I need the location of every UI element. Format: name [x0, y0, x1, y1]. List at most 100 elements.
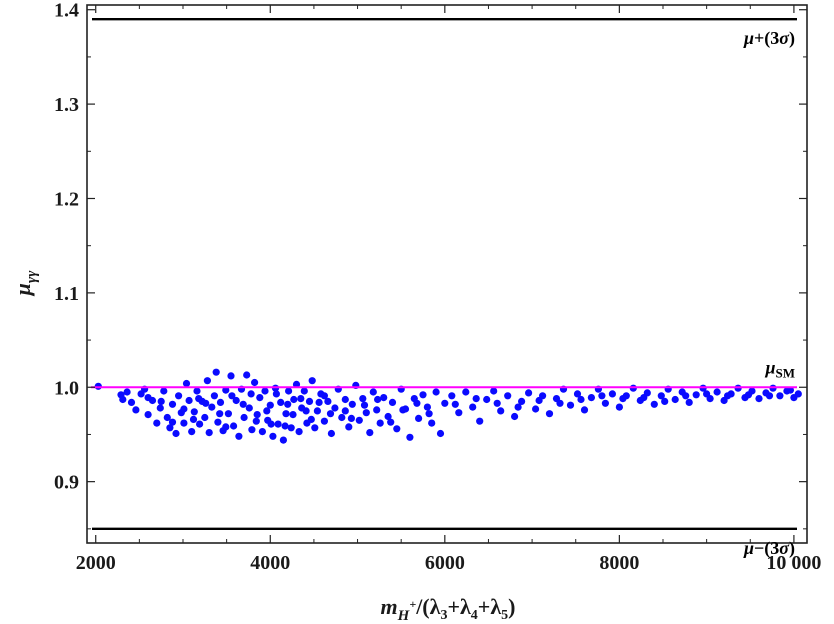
data-point-174 — [347, 414, 355, 422]
data-point-119 — [545, 410, 554, 418]
data-point-46 — [248, 426, 256, 434]
x-axis-title-l4: 4 — [471, 608, 478, 623]
data-point-112 — [497, 407, 505, 415]
data-point-175 — [360, 401, 369, 409]
data-point-152 — [776, 392, 784, 400]
data-point-75 — [327, 429, 335, 438]
data-point-83 — [355, 416, 363, 424]
data-point-23 — [190, 408, 198, 416]
data-point-47 — [251, 378, 259, 387]
data-point-143 — [713, 388, 721, 396]
data-point-33 — [214, 418, 222, 426]
data-point-16 — [172, 429, 180, 438]
data-point-96 — [406, 433, 414, 441]
data-point-8 — [144, 411, 152, 419]
data-point-15 — [168, 400, 177, 408]
data-point-168 — [289, 411, 297, 419]
data-point-100 — [423, 403, 431, 411]
data-point-191 — [661, 397, 669, 405]
reference-lines — [92, 17, 797, 531]
data-point-69 — [308, 377, 316, 385]
data-point-17 — [175, 392, 183, 400]
data-point-34 — [216, 398, 225, 406]
data-point-91 — [384, 412, 392, 421]
ref-label-upper: μ+(3σ) — [743, 28, 795, 49]
data-point-166 — [272, 390, 280, 398]
data-point-172 — [326, 410, 335, 418]
data-point-167 — [281, 422, 289, 430]
data-point-173 — [341, 407, 349, 415]
data-point-44 — [243, 371, 251, 379]
data-point-113 — [504, 392, 512, 400]
x-axis-title-close: ) — [508, 594, 515, 619]
data-point-89 — [376, 419, 384, 427]
ref-label-sm: μSM — [764, 357, 795, 380]
data-point-203 — [284, 400, 292, 408]
y-axis-title-sub: γγ — [24, 270, 40, 283]
data-point-195 — [744, 391, 753, 399]
data-point-41 — [235, 432, 243, 440]
data-point-116 — [525, 389, 533, 397]
data-point-123 — [573, 390, 582, 398]
data-point-109 — [476, 417, 484, 425]
data-point-181 — [451, 400, 459, 408]
x-tick-label-0: 2000 — [76, 552, 116, 574]
data-point-19 — [180, 419, 188, 427]
data-point-45 — [245, 404, 253, 412]
data-point-87 — [369, 388, 377, 396]
ref-label-lower-mid: −(3 — [754, 538, 779, 559]
data-point-127 — [601, 399, 610, 407]
y-axis-ticks: 0.9 1.0 1.1 1.2 1.3 1.4 — [54, 0, 807, 530]
data-point-4 — [127, 398, 136, 406]
data-point-70 — [311, 424, 319, 432]
data-point-27 — [201, 413, 209, 422]
data-point-188 — [598, 392, 606, 400]
data-point-128 — [608, 390, 617, 398]
data-point-104 — [441, 399, 449, 407]
data-point-115 — [518, 397, 526, 405]
data-point-21 — [185, 396, 193, 405]
data-point-3 — [123, 388, 131, 396]
data-point-98 — [415, 414, 423, 422]
x-axis-title-sup: + — [409, 597, 416, 611]
data-point-162 — [228, 392, 236, 400]
data-point-61 — [287, 424, 295, 432]
data-point-179 — [413, 399, 421, 407]
data-point-25 — [196, 420, 204, 428]
data-point-11 — [156, 404, 164, 412]
data-point-102 — [432, 388, 440, 396]
x-tick-label-1: 4000 — [250, 552, 290, 574]
data-point-202 — [267, 420, 275, 428]
data-point-53 — [266, 401, 274, 409]
data-point-194 — [724, 392, 732, 400]
data-point-59 — [282, 410, 290, 418]
data-point-185 — [535, 396, 543, 405]
data-point-10 — [153, 419, 161, 427]
data-point-193 — [703, 390, 711, 398]
data-point-125 — [587, 394, 596, 402]
data-point-58 — [279, 436, 287, 444]
data-point-101 — [428, 419, 436, 427]
y-tick-label-1: 1.0 — [54, 377, 79, 399]
data-point-90 — [380, 394, 388, 402]
data-point-66 — [300, 387, 308, 395]
data-point-134 — [650, 400, 658, 408]
x-axis-title-m: m — [381, 594, 398, 619]
data-point-81 — [348, 400, 356, 408]
data-point-71 — [313, 407, 321, 415]
data-point-78 — [338, 413, 346, 422]
data-point-80 — [345, 423, 353, 431]
data-point-135 — [657, 392, 665, 400]
data-point-196 — [765, 392, 774, 400]
data-point-155 — [794, 390, 802, 398]
reference-line-labels: μ+(3σ)μ−(3σ)μSM — [743, 28, 795, 559]
data-point-139 — [685, 398, 693, 406]
data-point-122 — [566, 401, 575, 409]
data-point-186 — [556, 399, 564, 407]
data-point-105 — [448, 392, 456, 400]
data-point-189 — [619, 395, 627, 403]
data-point-12 — [160, 387, 168, 395]
data-point-54 — [269, 432, 277, 440]
x-axis-ticks: 2000 4000 6000 8000 10 000 — [76, 5, 821, 574]
y-tick-label-0: 0.9 — [54, 472, 79, 494]
